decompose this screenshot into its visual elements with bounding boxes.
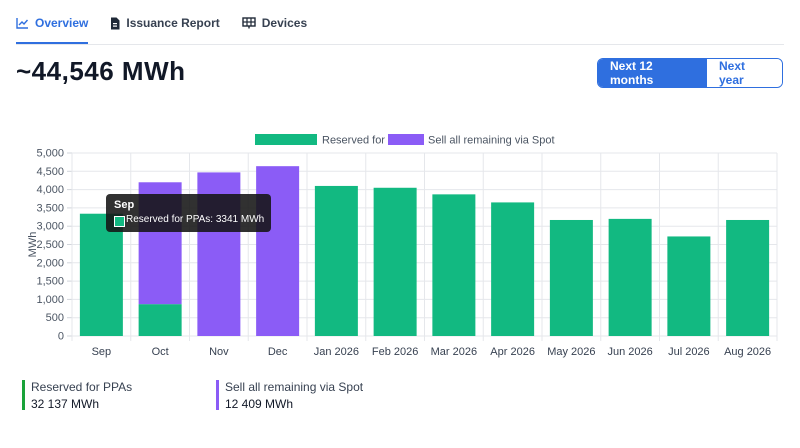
y-tick-label: 4,500 — [36, 166, 64, 178]
y-tick-label: 4,000 — [36, 184, 64, 196]
x-tick-label: Jan 2026 — [314, 346, 359, 358]
summary-ppa: Reserved for PPAs 32 137 MWh — [22, 380, 133, 411]
legend-swatch-0 — [255, 134, 317, 145]
bar-ppa-jun-2026 — [608, 218, 652, 336]
summary-spot-value: 12 409 MWh — [225, 397, 294, 411]
range-toggle: Next 12 months Next year — [597, 58, 783, 88]
x-tick-label: Jul 2026 — [668, 346, 710, 358]
tooltip-text: Reserved for PPAs: 3341 MWh — [126, 214, 265, 225]
summary-ppa-label: Reserved for PPAs — [31, 380, 133, 394]
y-tick-label: 5,000 — [36, 148, 64, 160]
tab-devices-label: Devices — [261, 16, 308, 30]
bar-ppa-jul-2026 — [667, 236, 711, 336]
x-tick-label: Apr 2026 — [490, 346, 535, 358]
y-tick-label: 3,000 — [36, 221, 64, 233]
tab-bar: Overview Issuance Report Devices — [16, 0, 307, 46]
chart-line-icon — [16, 17, 29, 29]
y-tick-label: 1,000 — [36, 294, 64, 306]
bar-ppa-oct — [138, 304, 182, 336]
y-tick-label: 3,500 — [36, 202, 64, 214]
summary-spot-indicator — [216, 380, 219, 410]
chart-tooltip: Sep Reserved for PPAs: 3341 MWh — [106, 194, 271, 232]
x-tick-label: Nov — [209, 346, 229, 358]
next-12-months-button[interactable]: Next 12 months — [598, 59, 707, 87]
x-tick-label: Sep — [92, 346, 112, 358]
x-tick-label: May 2026 — [547, 346, 595, 358]
summary-spot-label: Sell all remaining via Spot — [225, 380, 364, 394]
legend-label-1: Sell all remaining via Spot — [428, 135, 555, 147]
bar-ppa-mar-2026 — [432, 194, 476, 336]
summary-ppa-indicator — [22, 380, 25, 410]
y-tick-label: 0 — [58, 331, 64, 343]
summary-spot: Sell all remaining via Spot 12 409 MWh — [216, 380, 364, 411]
y-tick-label: 2,500 — [36, 239, 64, 251]
x-tick-label: Dec — [268, 346, 288, 358]
total-energy: ~44,546 MWh — [16, 56, 186, 86]
y-tick-label: 2,000 — [36, 257, 64, 269]
y-tick-label: 500 — [46, 312, 64, 324]
summary-ppa-value: 32 137 MWh — [31, 397, 100, 411]
bar-ppa-sep — [79, 213, 123, 336]
tabs-divider — [16, 44, 784, 45]
x-tick-label: Aug 2026 — [724, 346, 771, 358]
tooltip-swatch — [114, 216, 125, 227]
bar-ppa-may-2026 — [549, 219, 593, 336]
y-tick-label: 1,500 — [36, 276, 64, 288]
document-icon — [110, 17, 120, 30]
tab-issuance-report-label: Issuance Report — [126, 16, 220, 30]
x-tick-label: Oct — [152, 346, 169, 358]
x-tick-label: Mar 2026 — [431, 346, 477, 358]
next-year-button[interactable]: Next year — [707, 59, 782, 87]
tab-devices[interactable]: Devices — [242, 0, 307, 46]
tab-overview[interactable]: Overview — [16, 0, 89, 46]
tooltip-title: Sep — [114, 199, 135, 211]
tab-overview-label: Overview — [35, 16, 89, 30]
energy-chart: Reserved for PPAs Sell all remaining via … — [27, 134, 778, 358]
x-tick-label: Feb 2026 — [372, 346, 418, 358]
bar-ppa-aug-2026 — [726, 219, 770, 336]
legend-swatch-1 — [388, 134, 424, 145]
bar-ppa-jan-2026 — [314, 185, 358, 336]
bar-spot-dec — [256, 166, 300, 336]
tab-issuance-report[interactable]: Issuance Report — [110, 0, 220, 46]
bar-ppa-apr-2026 — [491, 202, 535, 336]
x-tick-label: Jun 2026 — [607, 346, 652, 358]
y-axis-label: MWh — [27, 232, 39, 258]
bar-ppa-feb-2026 — [373, 187, 417, 336]
devices-grid-icon — [242, 17, 256, 29]
